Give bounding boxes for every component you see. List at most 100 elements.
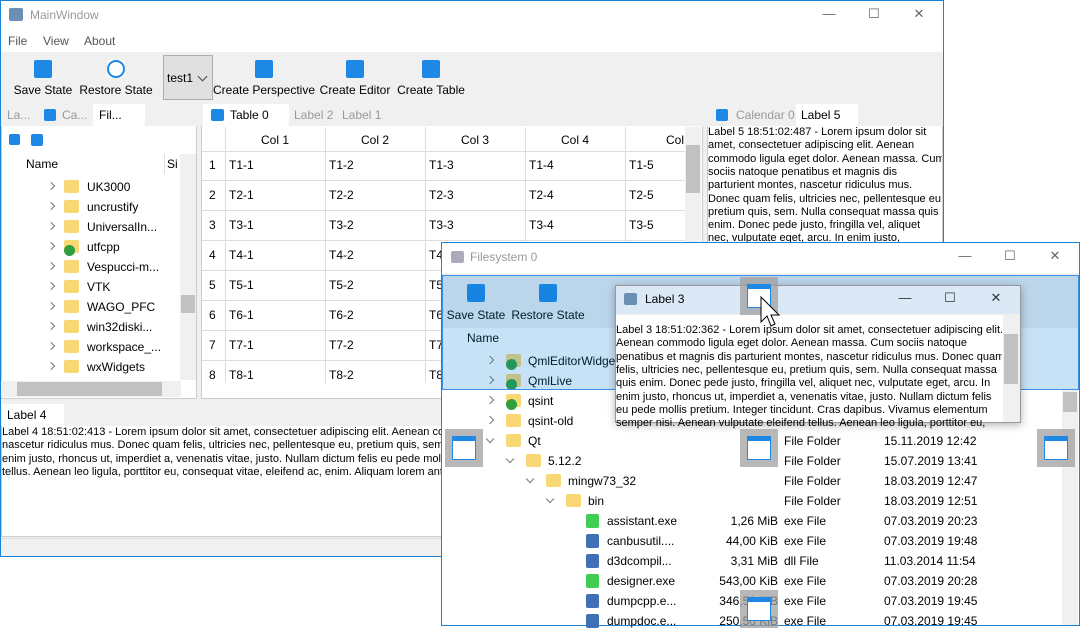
file-name[interactable]: QmlLive <box>528 374 573 388</box>
dock-tab[interactable]: Fil... <box>99 108 122 122</box>
toolbar-button[interactable]: Restore State <box>79 83 153 97</box>
file-name[interactable]: 5.12.2 <box>548 454 582 468</box>
table-cell[interactable]: T2-1 <box>229 188 254 202</box>
table-cell[interactable]: T1-5 <box>629 158 654 172</box>
dock-tab[interactable]: Calendar 0 <box>736 108 795 122</box>
dock-indicator[interactable] <box>1037 429 1075 467</box>
window-control[interactable]: — <box>822 6 836 21</box>
table-cell[interactable]: T3-1 <box>229 218 254 232</box>
scroll-thumb[interactable] <box>1063 392 1077 412</box>
column-header[interactable]: Col <box>665 133 685 147</box>
tree-item[interactable]: workspace_... <box>87 340 162 354</box>
scroll-thumb[interactable] <box>1004 334 1018 384</box>
file-name[interactable]: dumpdoc.e... <box>607 614 677 628</box>
dock-tab[interactable]: Label 4 <box>7 408 47 422</box>
dock-tab[interactable]: Label 2 <box>294 108 334 122</box>
table-cell[interactable]: T3-3 <box>429 218 454 232</box>
file-name[interactable]: d3dcompil... <box>607 554 672 568</box>
tree-item[interactable]: utfcpp <box>87 240 120 254</box>
file-name[interactable]: designer.exe <box>607 574 676 588</box>
table-cell[interactable]: T3-4 <box>529 218 554 232</box>
column-header[interactable]: Name <box>26 157 59 171</box>
table-cell[interactable]: T6-1 <box>229 308 254 322</box>
table-cell[interactable]: T5-1 <box>229 278 254 292</box>
dock-tab[interactable]: Ca... <box>62 108 88 122</box>
menu-item[interactable]: About <box>84 34 116 48</box>
dock-tab[interactable]: Label 1 <box>342 108 382 122</box>
table-cell[interactable]: T4-2 <box>329 248 354 262</box>
scroll-thumb[interactable] <box>181 295 195 313</box>
table-cell[interactable]: T7-2 <box>329 338 354 352</box>
file-name[interactable]: dumpcpp.e... <box>607 594 677 608</box>
dock-indicator[interactable] <box>445 429 483 467</box>
tree-item[interactable]: wxWidgets <box>87 360 146 374</box>
file-name[interactable]: bin <box>588 494 605 508</box>
row-header[interactable]: 5 <box>209 278 216 292</box>
table-cell[interactable]: T3-2 <box>329 218 354 232</box>
scroll-thumb[interactable] <box>17 382 162 396</box>
dock-tab[interactable]: La... <box>7 108 31 122</box>
menu-item[interactable]: View <box>43 34 69 48</box>
toolbar-button[interactable]: Save State <box>13 83 73 97</box>
file-name[interactable]: Qt <box>528 434 541 448</box>
row-header[interactable]: 1 <box>209 158 216 172</box>
file-name[interactable]: mingw73_32 <box>568 474 637 488</box>
tree-item[interactable]: win32diski... <box>87 320 153 334</box>
table-cell[interactable]: T2-2 <box>329 188 354 202</box>
row-header[interactable]: 8 <box>209 368 216 382</box>
toolbar-button[interactable]: Create Table <box>397 83 465 97</box>
row-header[interactable]: 2 <box>209 188 216 202</box>
tree-item[interactable]: UK3000 <box>87 180 131 194</box>
tree-item[interactable]: Vespucci-m... <box>87 260 160 274</box>
table-cell[interactable]: T2-3 <box>429 188 454 202</box>
table-cell[interactable]: T3-5 <box>629 218 654 232</box>
table-cell[interactable]: T1-2 <box>329 158 354 172</box>
toolbar-button[interactable]: Create Editor <box>319 83 391 97</box>
column-header[interactable]: Name <box>467 331 500 345</box>
column-header[interactable]: Col 3 <box>460 133 490 147</box>
row-header[interactable]: 3 <box>209 218 216 232</box>
table-cell[interactable]: T4-1 <box>229 248 254 262</box>
tree-item[interactable]: uncrustify <box>87 200 139 214</box>
perspective-combo[interactable]: test1 <box>167 71 194 85</box>
table-cell[interactable]: T6-2 <box>329 308 354 322</box>
window-control[interactable]: ☐ <box>944 290 956 305</box>
window-control[interactable]: ✕ <box>913 6 925 21</box>
file-name[interactable]: QmlEditorWidge... <box>528 354 626 368</box>
window-control[interactable]: ☐ <box>1004 248 1016 263</box>
window-control[interactable]: ☐ <box>868 6 880 21</box>
column-header[interactable]: Col 4 <box>560 133 590 147</box>
window-control[interactable]: ✕ <box>1049 248 1061 263</box>
row-header[interactable]: 4 <box>209 248 216 262</box>
table-cell[interactable]: T7-1 <box>229 338 254 352</box>
toolbar-button[interactable]: Save State <box>446 308 506 322</box>
tree-item[interactable]: VTK <box>87 280 111 294</box>
table-cell[interactable]: T1-4 <box>529 158 554 172</box>
row-header[interactable]: 7 <box>209 338 216 352</box>
window-control[interactable]: ✕ <box>990 290 1002 305</box>
dock-tab[interactable]: Label 5 <box>801 108 841 122</box>
window-control[interactable]: — <box>898 290 912 305</box>
file-name[interactable]: qsint-old <box>528 414 574 428</box>
column-header[interactable]: Col 1 <box>260 133 290 147</box>
toolbar-button[interactable]: Create Perspective <box>212 83 316 97</box>
table-cell[interactable]: T1-1 <box>229 158 254 172</box>
dock-indicator[interactable] <box>740 429 778 467</box>
dock-tab[interactable]: Table 0 <box>230 108 269 122</box>
dock-indicator[interactable] <box>740 590 778 628</box>
table-cell[interactable]: T8-1 <box>229 368 254 382</box>
tree-item[interactable]: UniversalIn... <box>87 220 158 234</box>
scroll-thumb[interactable] <box>686 145 700 193</box>
row-header[interactable]: 6 <box>209 308 216 322</box>
table-cell[interactable]: T1-3 <box>429 158 454 172</box>
table-cell[interactable]: T5-2 <box>329 278 354 292</box>
table-cell[interactable]: T8-2 <box>329 368 354 382</box>
toolbar-button[interactable]: Restore State <box>511 308 585 322</box>
table-cell[interactable]: T2-5 <box>629 188 654 202</box>
column-header[interactable]: Col 2 <box>360 133 390 147</box>
table-cell[interactable]: T2-4 <box>529 188 554 202</box>
file-name[interactable]: canbusutil.... <box>607 534 675 548</box>
combo-box[interactable] <box>163 55 213 100</box>
tree-item[interactable]: WAGO_PFC <box>87 300 156 314</box>
menu-item[interactable]: File <box>8 34 28 48</box>
